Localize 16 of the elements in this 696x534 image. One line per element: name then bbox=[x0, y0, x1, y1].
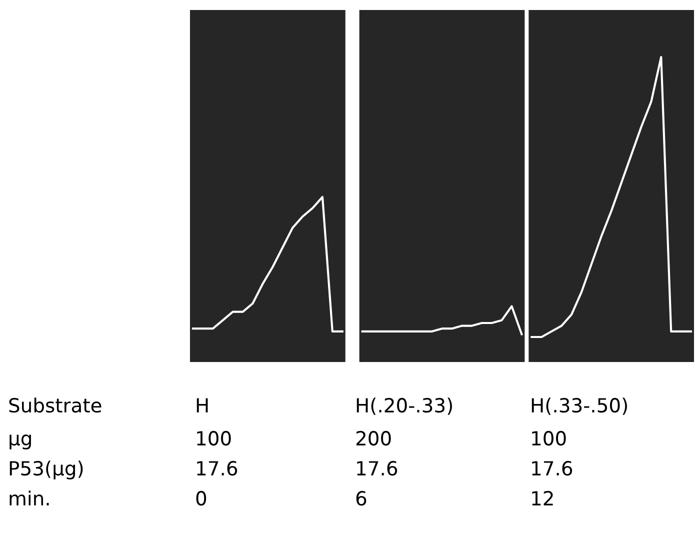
text: 17.6 bbox=[197, 460, 238, 476]
text: 200 bbox=[356, 430, 391, 446]
text: 17.6 bbox=[357, 460, 398, 476]
text: P53(μg) bbox=[10, 460, 83, 480]
text: 100 bbox=[532, 430, 566, 446]
text: 17.6 bbox=[532, 460, 572, 476]
text: 12 bbox=[532, 490, 553, 506]
text: 0 bbox=[196, 490, 206, 506]
text: H(.33-.50) bbox=[532, 398, 627, 415]
text: Substrate bbox=[9, 398, 102, 413]
text: 6 bbox=[356, 490, 366, 506]
text: min. bbox=[10, 490, 49, 506]
text: H(.20-.33) bbox=[356, 398, 452, 415]
text: μg bbox=[10, 434, 31, 450]
text: H bbox=[196, 398, 208, 412]
text: 100 bbox=[197, 430, 231, 446]
